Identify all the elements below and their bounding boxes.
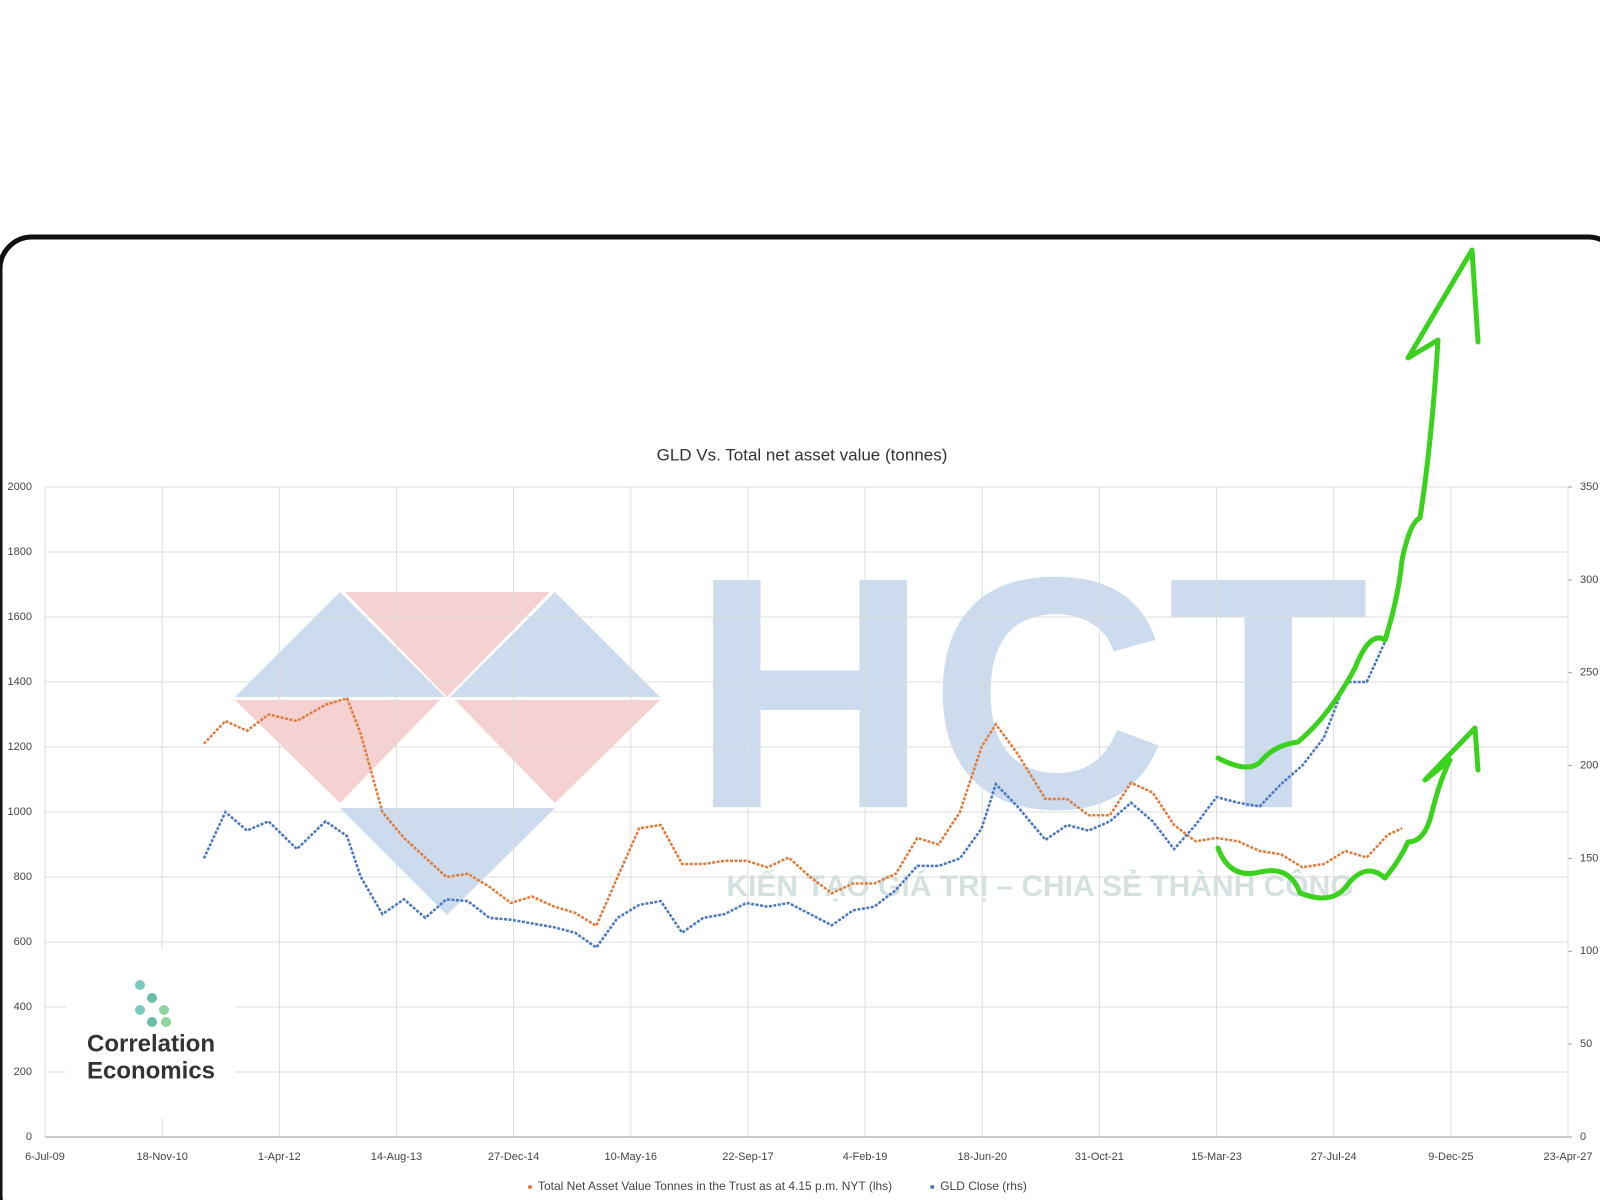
- legend-label: Total Net Asset Value Tonnes in the Trus…: [538, 1179, 892, 1193]
- y-tick-label: 200: [14, 1066, 32, 1078]
- y2-tick-label: 100: [1580, 945, 1598, 957]
- series-line: [202, 570, 1404, 950]
- hand-drawn-arrows: [1215, 247, 1481, 901]
- x-tick-label: 18-Nov-10: [136, 1151, 187, 1163]
- y-tick-label: 400: [14, 1001, 32, 1013]
- x-tick-label: 10-May-16: [604, 1151, 657, 1163]
- y-tick-label: 1200: [8, 741, 32, 753]
- logo-text: Economics: [87, 1057, 215, 1084]
- logo-text: Correlation: [87, 1030, 215, 1057]
- x-tick-label: 15-Mar-23: [1191, 1151, 1242, 1163]
- y2-tick-label: 50: [1580, 1038, 1592, 1050]
- y2-tick-label: 300: [1580, 574, 1598, 586]
- watermark-brand: HCT: [691, 508, 1369, 877]
- y-tick-label: 600: [14, 936, 32, 948]
- legend-label: GLD Close (rhs): [940, 1179, 1027, 1193]
- x-tick-label: 22-Sep-17: [722, 1151, 773, 1163]
- chart-title: GLD Vs. Total net asset value (tonnes): [657, 445, 948, 464]
- x-tick-label: 6-Jul-09: [25, 1151, 65, 1163]
- y2-tick-label: 200: [1580, 759, 1598, 771]
- y-tick-label: 1600: [8, 611, 32, 623]
- x-tick-label: 23-Apr-27: [1544, 1151, 1593, 1163]
- legend: Total Net Asset Value Tonnes in the Trus…: [528, 1179, 1027, 1193]
- x-tick-label: 4-Feb-19: [843, 1151, 888, 1163]
- y-tick-label: 1800: [8, 546, 32, 558]
- y-tick-label: 1000: [8, 806, 32, 818]
- x-tick-label: 31-Oct-21: [1075, 1151, 1124, 1163]
- x-tick-label: 27-Dec-14: [488, 1151, 539, 1163]
- legend-marker: [930, 1185, 935, 1189]
- y-tick-label: 800: [14, 871, 32, 883]
- y2-tick-label: 150: [1580, 852, 1598, 864]
- y-tick-label: 1400: [8, 676, 32, 688]
- x-tick-label: 18-Jun-20: [957, 1151, 1007, 1163]
- x-tick-label: 14-Aug-13: [371, 1151, 422, 1163]
- legend-marker: [528, 1185, 532, 1189]
- x-tick-label: 27-Jul-24: [1311, 1151, 1357, 1163]
- plot: 0 200 400 600 800 1000 1200 1400 1600 1800 2000 0 50…: [8, 481, 1599, 1163]
- y-tick-label: 0: [26, 1131, 32, 1143]
- logo: Correlation Economics: [66, 950, 236, 1118]
- series-line: [202, 696, 1403, 928]
- y2-tick-label: 350: [1580, 481, 1598, 493]
- y2-tick-label: 0: [1580, 1131, 1586, 1143]
- y2-tick-label: 250: [1580, 667, 1598, 679]
- x-tick-label: 1-Apr-12: [258, 1151, 301, 1163]
- y-tick-label: 2000: [8, 481, 32, 493]
- panel: [0, 234, 1600, 1200]
- watermark: HCT KIẾN TẠO GIÁ TRỊ – CHIA SẺ THÀNH CÔN…: [235, 508, 1369, 915]
- x-tick-label: 9-Dec-25: [1428, 1151, 1473, 1163]
